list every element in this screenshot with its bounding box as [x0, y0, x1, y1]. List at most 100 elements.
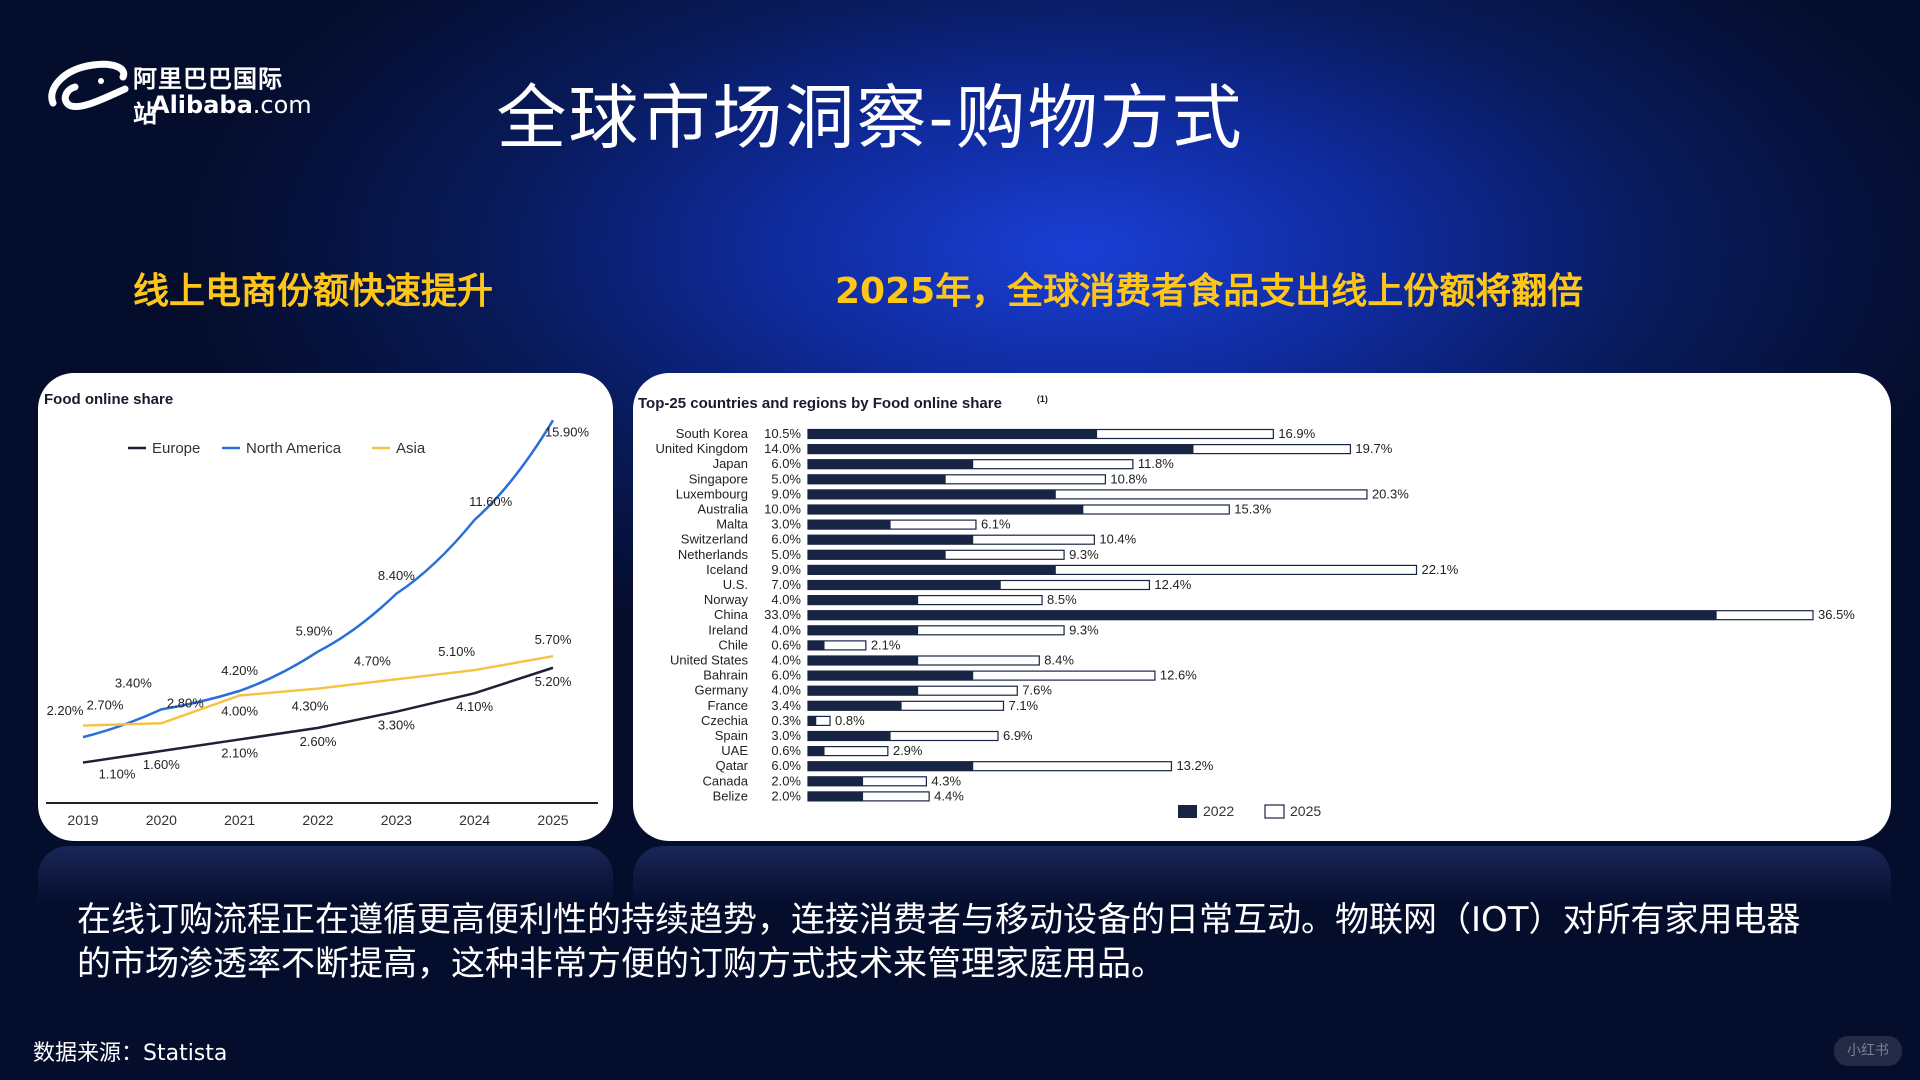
category-label: Iceland: [706, 562, 748, 577]
data-label-europe: 4.10%: [456, 699, 493, 714]
category-label: Switzerland: [681, 532, 748, 547]
category-label: UAE: [721, 743, 748, 758]
value-label-2022: 3.0%: [771, 517, 801, 532]
category-label: Qatar: [715, 758, 748, 773]
data-label-asia: 2.70%: [87, 698, 124, 713]
value-label-2022: 0.3%: [771, 713, 801, 728]
x-tick-label: 2025: [537, 812, 568, 828]
data-label-europe: 1.60%: [143, 757, 180, 772]
category-label: Czechia: [701, 713, 749, 728]
line-chart-title: Food online share: [44, 391, 173, 408]
bar-2022: [808, 550, 946, 560]
category-label: South Korea: [676, 426, 749, 441]
value-label-2022: 10.0%: [764, 502, 801, 517]
category-label: France: [708, 698, 748, 713]
bar-2022: [808, 595, 919, 605]
legend-label-north-america: North America: [246, 440, 342, 457]
value-label-2022: 4.0%: [771, 622, 801, 637]
bar-chart-card: Top-25 countries and regions by Food onl…: [633, 373, 1891, 841]
card-reflection-right: [633, 846, 1891, 906]
value-label-2022: 2.0%: [771, 788, 801, 803]
value-label-2025: 4.3%: [931, 773, 961, 788]
description-text: 在线订购流程正在遵循更高便利性的持续趋势，连接消费者与移动设备的日常互动。物联网…: [77, 900, 1801, 984]
data-label-north-america: 11.60%: [469, 494, 513, 509]
category-label: Malta: [716, 517, 749, 532]
x-tick-label: 2022: [302, 812, 333, 828]
value-label-2025: 12.6%: [1160, 668, 1197, 683]
bar-2022: [808, 686, 919, 696]
value-label-2025: 11.8%: [1138, 456, 1174, 471]
category-label: Canada: [702, 773, 748, 788]
x-tick-label: 2019: [67, 812, 98, 828]
x-tick-label: 2024: [459, 812, 490, 828]
category-label: Singapore: [689, 471, 748, 486]
data-label-north-america: 15.90%: [545, 424, 590, 439]
line-chart-card: Food online share Europe North America Asia…: [38, 373, 613, 841]
bar-2022: [808, 776, 864, 786]
alibaba-logo: 阿里巴巴国际站 Alibaba.com: [45, 55, 312, 130]
series-line-asia: [82, 654, 554, 727]
value-label-2022: 5.0%: [771, 547, 801, 562]
bar-2022: [808, 505, 1084, 514]
data-label-europe: 1.10%: [99, 767, 136, 782]
category-label: Belize: [713, 788, 748, 803]
value-label-2022: 0.6%: [771, 637, 801, 652]
bar-2022: [808, 731, 891, 741]
legend-swatch-2022: [1178, 805, 1197, 818]
bar-2022: [808, 474, 946, 484]
category-label: Netherlands: [678, 547, 749, 562]
data-label-asia: 4.70%: [354, 653, 391, 668]
value-label-2022: 6.0%: [771, 532, 801, 547]
value-label-2025: 4.4%: [934, 788, 964, 803]
category-label: Japan: [713, 456, 748, 471]
category-label: China: [714, 607, 749, 622]
alibaba-smile-icon: [48, 60, 129, 110]
value-label-2025: 10.4%: [1099, 532, 1136, 547]
legend-swatch-2025: [1264, 804, 1285, 819]
category-label: Spain: [715, 728, 748, 743]
bar-2022: [808, 671, 974, 681]
value-label-2025: 2.9%: [893, 743, 923, 758]
value-label-2025: 9.3%: [1069, 547, 1099, 562]
data-source: 数据来源：Statista: [33, 1041, 228, 1066]
bar-2022: [808, 535, 974, 545]
subtitle-right: 2025年，全球消费者食品支出线上份额将翻倍: [835, 271, 1584, 312]
subtitle-left: 线上电商份额快速提升: [133, 271, 494, 312]
category-label: Norway: [704, 592, 749, 607]
value-label-2025: 16.9%: [1278, 426, 1315, 441]
value-label-2025: 15.3%: [1234, 502, 1271, 517]
data-label-europe: 2.10%: [221, 745, 258, 760]
value-label-2022: 14.0%: [764, 441, 801, 456]
bar-2022: [808, 716, 817, 726]
category-label: Bahrain: [703, 668, 748, 683]
value-label-2025: 19.7%: [1355, 441, 1392, 456]
legend-label-2025: 2025: [1290, 803, 1321, 819]
value-label-2022: 33.0%: [764, 607, 801, 622]
logo-cn-text: 阿里巴巴国际站: [133, 65, 283, 128]
bar-2022: [808, 459, 974, 469]
value-label-2025: 7.6%: [1022, 683, 1052, 698]
value-label-2025: 7.1%: [1008, 698, 1038, 713]
value-label-2022: 10.5%: [764, 426, 801, 441]
value-label-2025: 6.1%: [981, 517, 1011, 532]
data-label-asia: 5.70%: [535, 632, 572, 647]
bar-2022: [808, 429, 1098, 439]
bar-chart: Top-25 countries and regions by Food onl…: [638, 394, 1855, 819]
value-label-2022: 3.0%: [771, 728, 801, 743]
data-label-europe: 2.60%: [300, 734, 337, 749]
value-label-2022: 3.4%: [771, 698, 801, 713]
x-tick-label: 2020: [146, 812, 177, 828]
category-label: United States: [670, 653, 749, 668]
bar-2022: [808, 580, 1001, 590]
value-label-2022: 7.0%: [771, 577, 801, 592]
value-label-2022: 2.0%: [771, 773, 801, 788]
value-label-2025: 22.1%: [1422, 562, 1459, 577]
logo-en-text: Alibaba.com: [151, 91, 312, 119]
series-line-north-america: [82, 419, 555, 739]
x-tick-label: 2023: [381, 812, 412, 828]
data-label-europe: 5.20%: [535, 674, 572, 689]
data-label-europe: 3.30%: [378, 718, 415, 733]
category-label: U.S.: [723, 577, 748, 592]
value-label-2025: 9.3%: [1069, 622, 1099, 637]
bar-2022: [808, 625, 919, 635]
